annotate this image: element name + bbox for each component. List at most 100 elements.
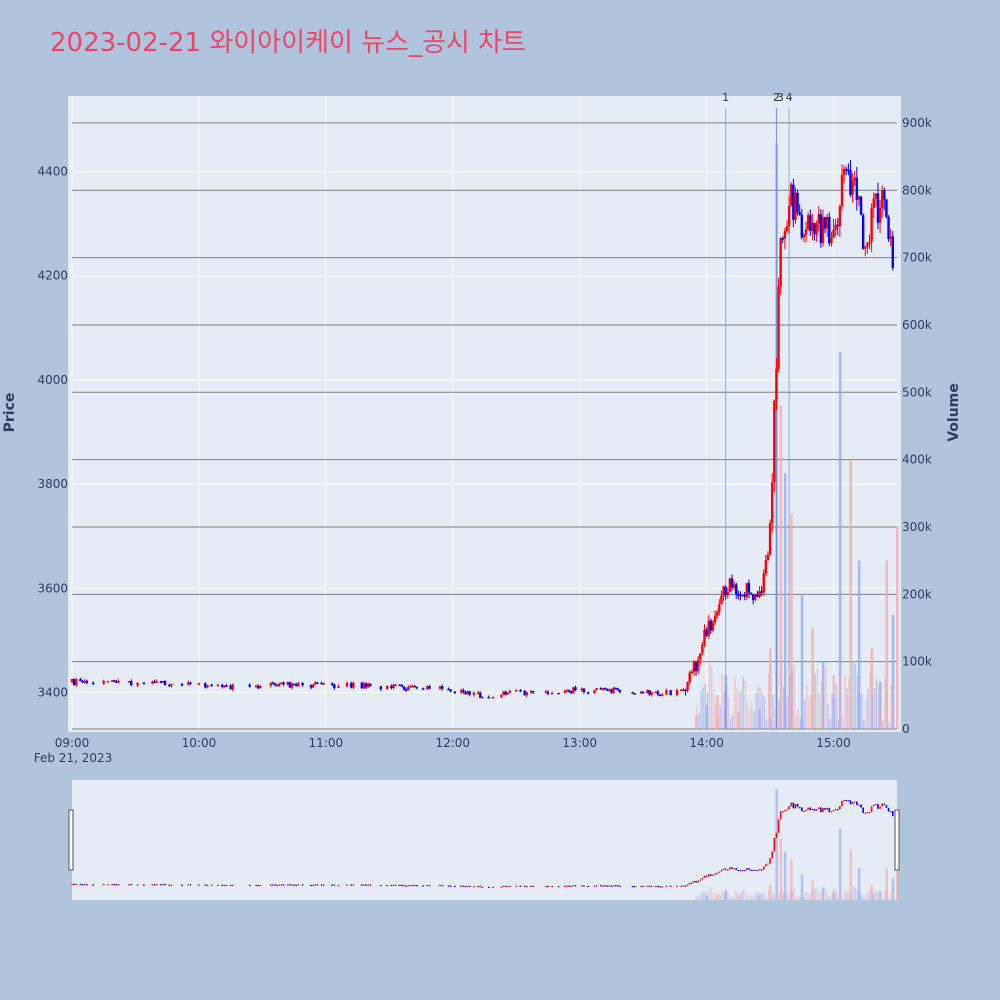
rangeslider-volume-bar	[779, 838, 783, 900]
rangeslider-volume-bar	[765, 898, 768, 900]
candle-body	[618, 690, 622, 693]
rangeslider-volume-bar	[758, 896, 761, 900]
rangeslider-candle	[532, 885, 534, 887]
candle-body	[216, 684, 220, 687]
candle-body	[724, 586, 727, 596]
volume-tick-label: 500k	[902, 385, 932, 399]
rangeslider-candle	[547, 885, 549, 888]
rangeslider-candle	[794, 803, 797, 809]
candle-body	[574, 687, 577, 691]
candle-body	[713, 615, 717, 623]
candle-body	[180, 684, 184, 686]
rangeslider-candle	[128, 884, 130, 886]
candle-body	[684, 689, 687, 691]
rangeslider-candle	[845, 799, 848, 802]
rangeslider-candle	[439, 884, 441, 887]
candle-body	[616, 688, 619, 691]
rangeslider-candle	[312, 884, 314, 886]
rangeslider-right-handle[interactable]	[894, 809, 900, 871]
candle-body	[654, 691, 658, 694]
candle-body	[688, 672, 691, 683]
rangeslider-volume-bar	[774, 896, 776, 900]
volume-tick-label: 700k	[902, 251, 932, 265]
volume-bar	[803, 699, 806, 729]
candle-body	[447, 688, 450, 691]
candle-body	[773, 400, 776, 483]
rangeslider-volume-bar	[885, 868, 888, 900]
rangeslider-candle	[697, 880, 699, 883]
rangeslider-candle	[650, 885, 653, 888]
volume-bar	[831, 693, 833, 729]
candle-body	[745, 583, 749, 597]
volume-bar	[742, 676, 745, 729]
candle-body	[544, 691, 548, 694]
rangeslider-candle	[447, 885, 450, 887]
volume-bar	[808, 698, 810, 729]
candle-body	[155, 681, 158, 683]
rangeslider-volume-bar	[820, 890, 823, 900]
rangeslider-volume-bar	[892, 894, 895, 900]
candle-body	[394, 684, 397, 686]
date-label: Feb 21, 2023	[34, 751, 113, 765]
volume-bar	[801, 717, 804, 729]
candle-body	[682, 689, 685, 691]
rangeslider-candle	[164, 884, 166, 886]
candle-body	[345, 682, 349, 687]
rangeslider-candle	[363, 884, 365, 886]
rangeslider-candle	[849, 800, 852, 805]
candle-body	[648, 690, 651, 695]
candle-body	[316, 682, 319, 685]
rangeslider-candle	[803, 810, 805, 812]
rangeslider-candle	[830, 811, 833, 813]
volume-bar	[871, 694, 874, 729]
rangeslider-volume-bar	[873, 892, 876, 900]
rangeslider-volume-bar	[896, 861, 899, 900]
rangeslider-volume-bar	[755, 893, 757, 900]
rangeslider-volume-bar	[846, 892, 848, 900]
news-marker-label: 1	[722, 91, 729, 104]
rangeslider-candle	[331, 884, 333, 886]
rangeslider-candle	[428, 884, 431, 887]
candle-body	[269, 682, 273, 686]
rangeslider-background[interactable]	[72, 780, 897, 900]
rangeslider-volume-bar	[793, 887, 795, 900]
chart-title: 2023-02-21 와이아이케이 뉴스_공시 차트	[50, 28, 526, 58]
candle-body	[891, 236, 894, 269]
volume-bar	[850, 695, 852, 729]
rangeslider-candle	[502, 885, 505, 888]
candle-body	[885, 199, 888, 217]
candle-body	[785, 226, 789, 232]
rangeslider[interactable]	[71, 788, 899, 900]
rangeslider-candle	[352, 884, 355, 886]
candle-body	[787, 205, 791, 227]
rangeslider-candle	[712, 874, 714, 876]
rangeslider-candle	[83, 884, 86, 886]
rangeslider-candle	[187, 884, 190, 886]
rangeslider-volume-bar	[737, 896, 740, 900]
rangeslider-candle	[877, 804, 879, 809]
candle-body	[271, 682, 275, 685]
rangeslider-candle	[519, 885, 522, 887]
rangeslider-candle	[684, 885, 687, 887]
rangeslider-candle	[891, 811, 894, 817]
volume-bar	[712, 689, 715, 729]
candle-body	[292, 683, 296, 686]
volume-tick-label: 900k	[902, 116, 932, 130]
rangeslider-candle	[386, 884, 388, 887]
candle-body	[314, 682, 317, 685]
rangeslider-candle	[640, 885, 642, 888]
rangeslider-volume-bar	[721, 889, 723, 900]
rangeslider-candle	[796, 803, 799, 808]
rangeslider-candle	[487, 886, 490, 888]
rangeslider-candle	[726, 869, 729, 871]
rangeslider-volume-bar	[803, 894, 806, 900]
rangeslider-volume-bar	[822, 894, 825, 900]
rangeslider-left-handle[interactable]	[68, 809, 74, 871]
rangeslider-candle	[255, 884, 257, 887]
candle-body	[426, 686, 429, 690]
volume-bar	[854, 664, 857, 729]
volume-bar	[706, 691, 709, 729]
rangeslider-candle	[568, 885, 570, 887]
rangeslider-candle	[762, 866, 765, 870]
